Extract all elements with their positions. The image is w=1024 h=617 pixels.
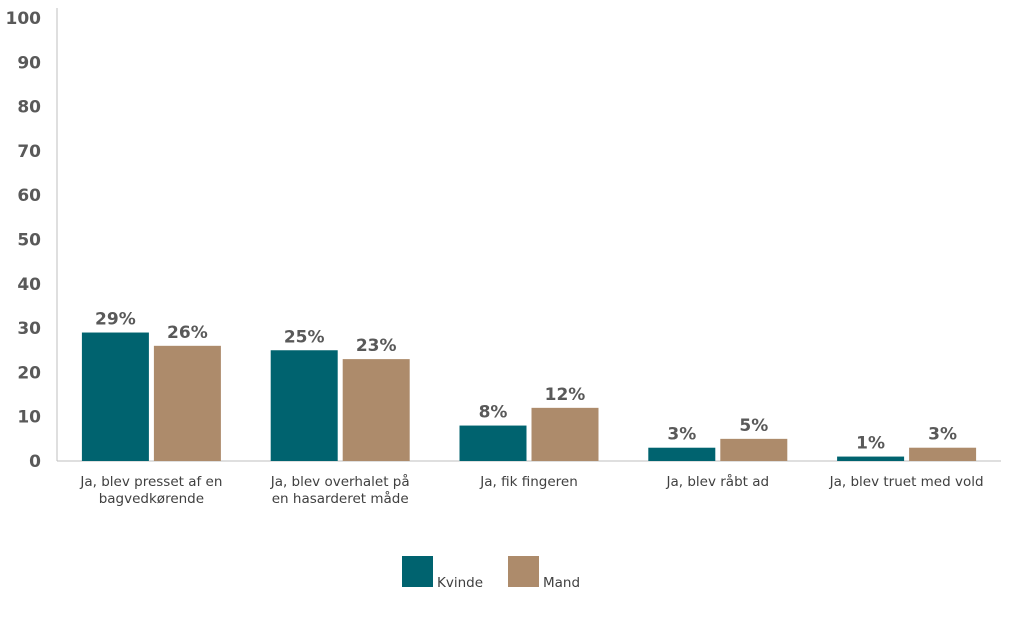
bar-mand-2 xyxy=(342,359,410,461)
legend: Kvinde Mand xyxy=(402,556,580,591)
x-tick-label: Ja, blev presset af en xyxy=(79,474,222,490)
legend-label-mand: Mand xyxy=(543,575,580,591)
data-label: 1% xyxy=(856,434,885,454)
y-tick-label: 30 xyxy=(17,319,41,339)
y-tick-label: 80 xyxy=(17,98,41,118)
data-label: 25% xyxy=(284,327,325,347)
x-tick-label: bagvedkørende xyxy=(99,491,204,507)
y-tick-label: 100 xyxy=(6,9,42,29)
bar-kvinde-1 xyxy=(81,332,149,461)
x-tick-label: Ja, fik fingeren xyxy=(479,474,578,490)
data-label: 29% xyxy=(95,310,136,330)
y-tick-label: 90 xyxy=(17,53,41,73)
bar-mand-5 xyxy=(909,447,977,461)
x-tick-label: Ja, blev råbt ad xyxy=(666,473,770,490)
bars: 29% 26% 25% 23% 8% 12% 3% 5% 1% 3% xyxy=(81,310,977,461)
data-label: 8% xyxy=(479,403,508,423)
bar-kvinde-2 xyxy=(270,350,338,461)
y-tick-label: 20 xyxy=(17,363,41,383)
data-label: 12% xyxy=(545,385,586,405)
x-tick-label: en hasarderet måde xyxy=(272,490,409,507)
bar-mand-4 xyxy=(720,438,788,461)
bar-kvinde-5 xyxy=(837,456,905,461)
y-tick-label: 70 xyxy=(17,142,41,162)
x-tick-label: Ja, blev truet med vold xyxy=(829,474,984,490)
y-tick-label: 40 xyxy=(17,275,41,295)
legend-swatch-kvinde xyxy=(402,556,433,587)
bar-mand-3 xyxy=(531,407,599,461)
data-label: 3% xyxy=(928,425,957,445)
data-label: 23% xyxy=(356,336,397,356)
bar-kvinde-3 xyxy=(459,425,527,461)
bar-kvinde-4 xyxy=(648,447,716,461)
legend-swatch-mand xyxy=(508,556,539,587)
y-tick-label: 10 xyxy=(17,408,41,428)
y-tick-label: 50 xyxy=(17,231,41,251)
data-label: 3% xyxy=(667,425,696,445)
legend-label-kvinde: Kvinde xyxy=(437,575,483,591)
data-label: 5% xyxy=(739,416,768,436)
x-tick-label: Ja, blev overhalet på xyxy=(270,473,410,490)
bar-mand-1 xyxy=(153,345,221,461)
y-tick-label: 0 xyxy=(29,452,41,472)
y-tick-label: 60 xyxy=(17,186,41,206)
data-label: 26% xyxy=(167,323,208,343)
